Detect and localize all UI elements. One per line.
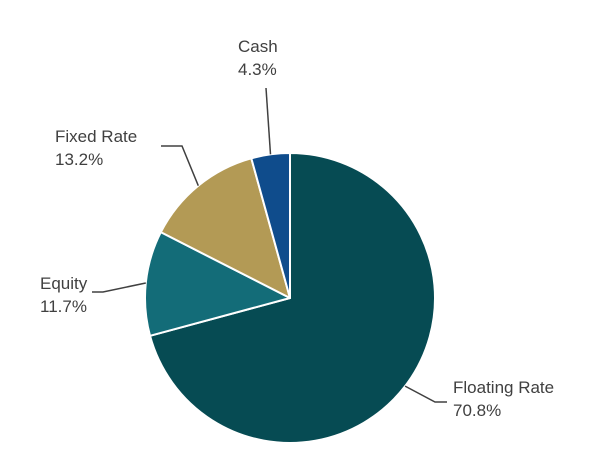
leader-line-cash xyxy=(265,87,272,155)
slice-label-cash: Cash xyxy=(238,37,278,56)
slice-value-floating-rate: 70.8% xyxy=(453,401,501,420)
pie-slices xyxy=(144,152,436,444)
leader-line-floating-rate xyxy=(404,385,447,403)
slice-value-cash: 4.3% xyxy=(238,60,277,79)
slice-value-fixed-rate: 13.2% xyxy=(55,150,103,169)
leader-lines xyxy=(92,87,447,403)
pie-slice-floating-rate xyxy=(149,152,436,444)
pie-slice-equity xyxy=(144,231,291,337)
slice-label-fixed-rate: Fixed Rate xyxy=(55,127,137,146)
leader-line-equity xyxy=(92,282,146,293)
leader-line-fixed-rate xyxy=(161,145,199,186)
slice-value-equity: 11.7% xyxy=(40,297,87,316)
pie-slice-cash xyxy=(250,152,291,299)
slice-label-equity: Equity xyxy=(40,274,88,293)
slice-label-floating-rate: Floating Rate xyxy=(453,378,554,397)
